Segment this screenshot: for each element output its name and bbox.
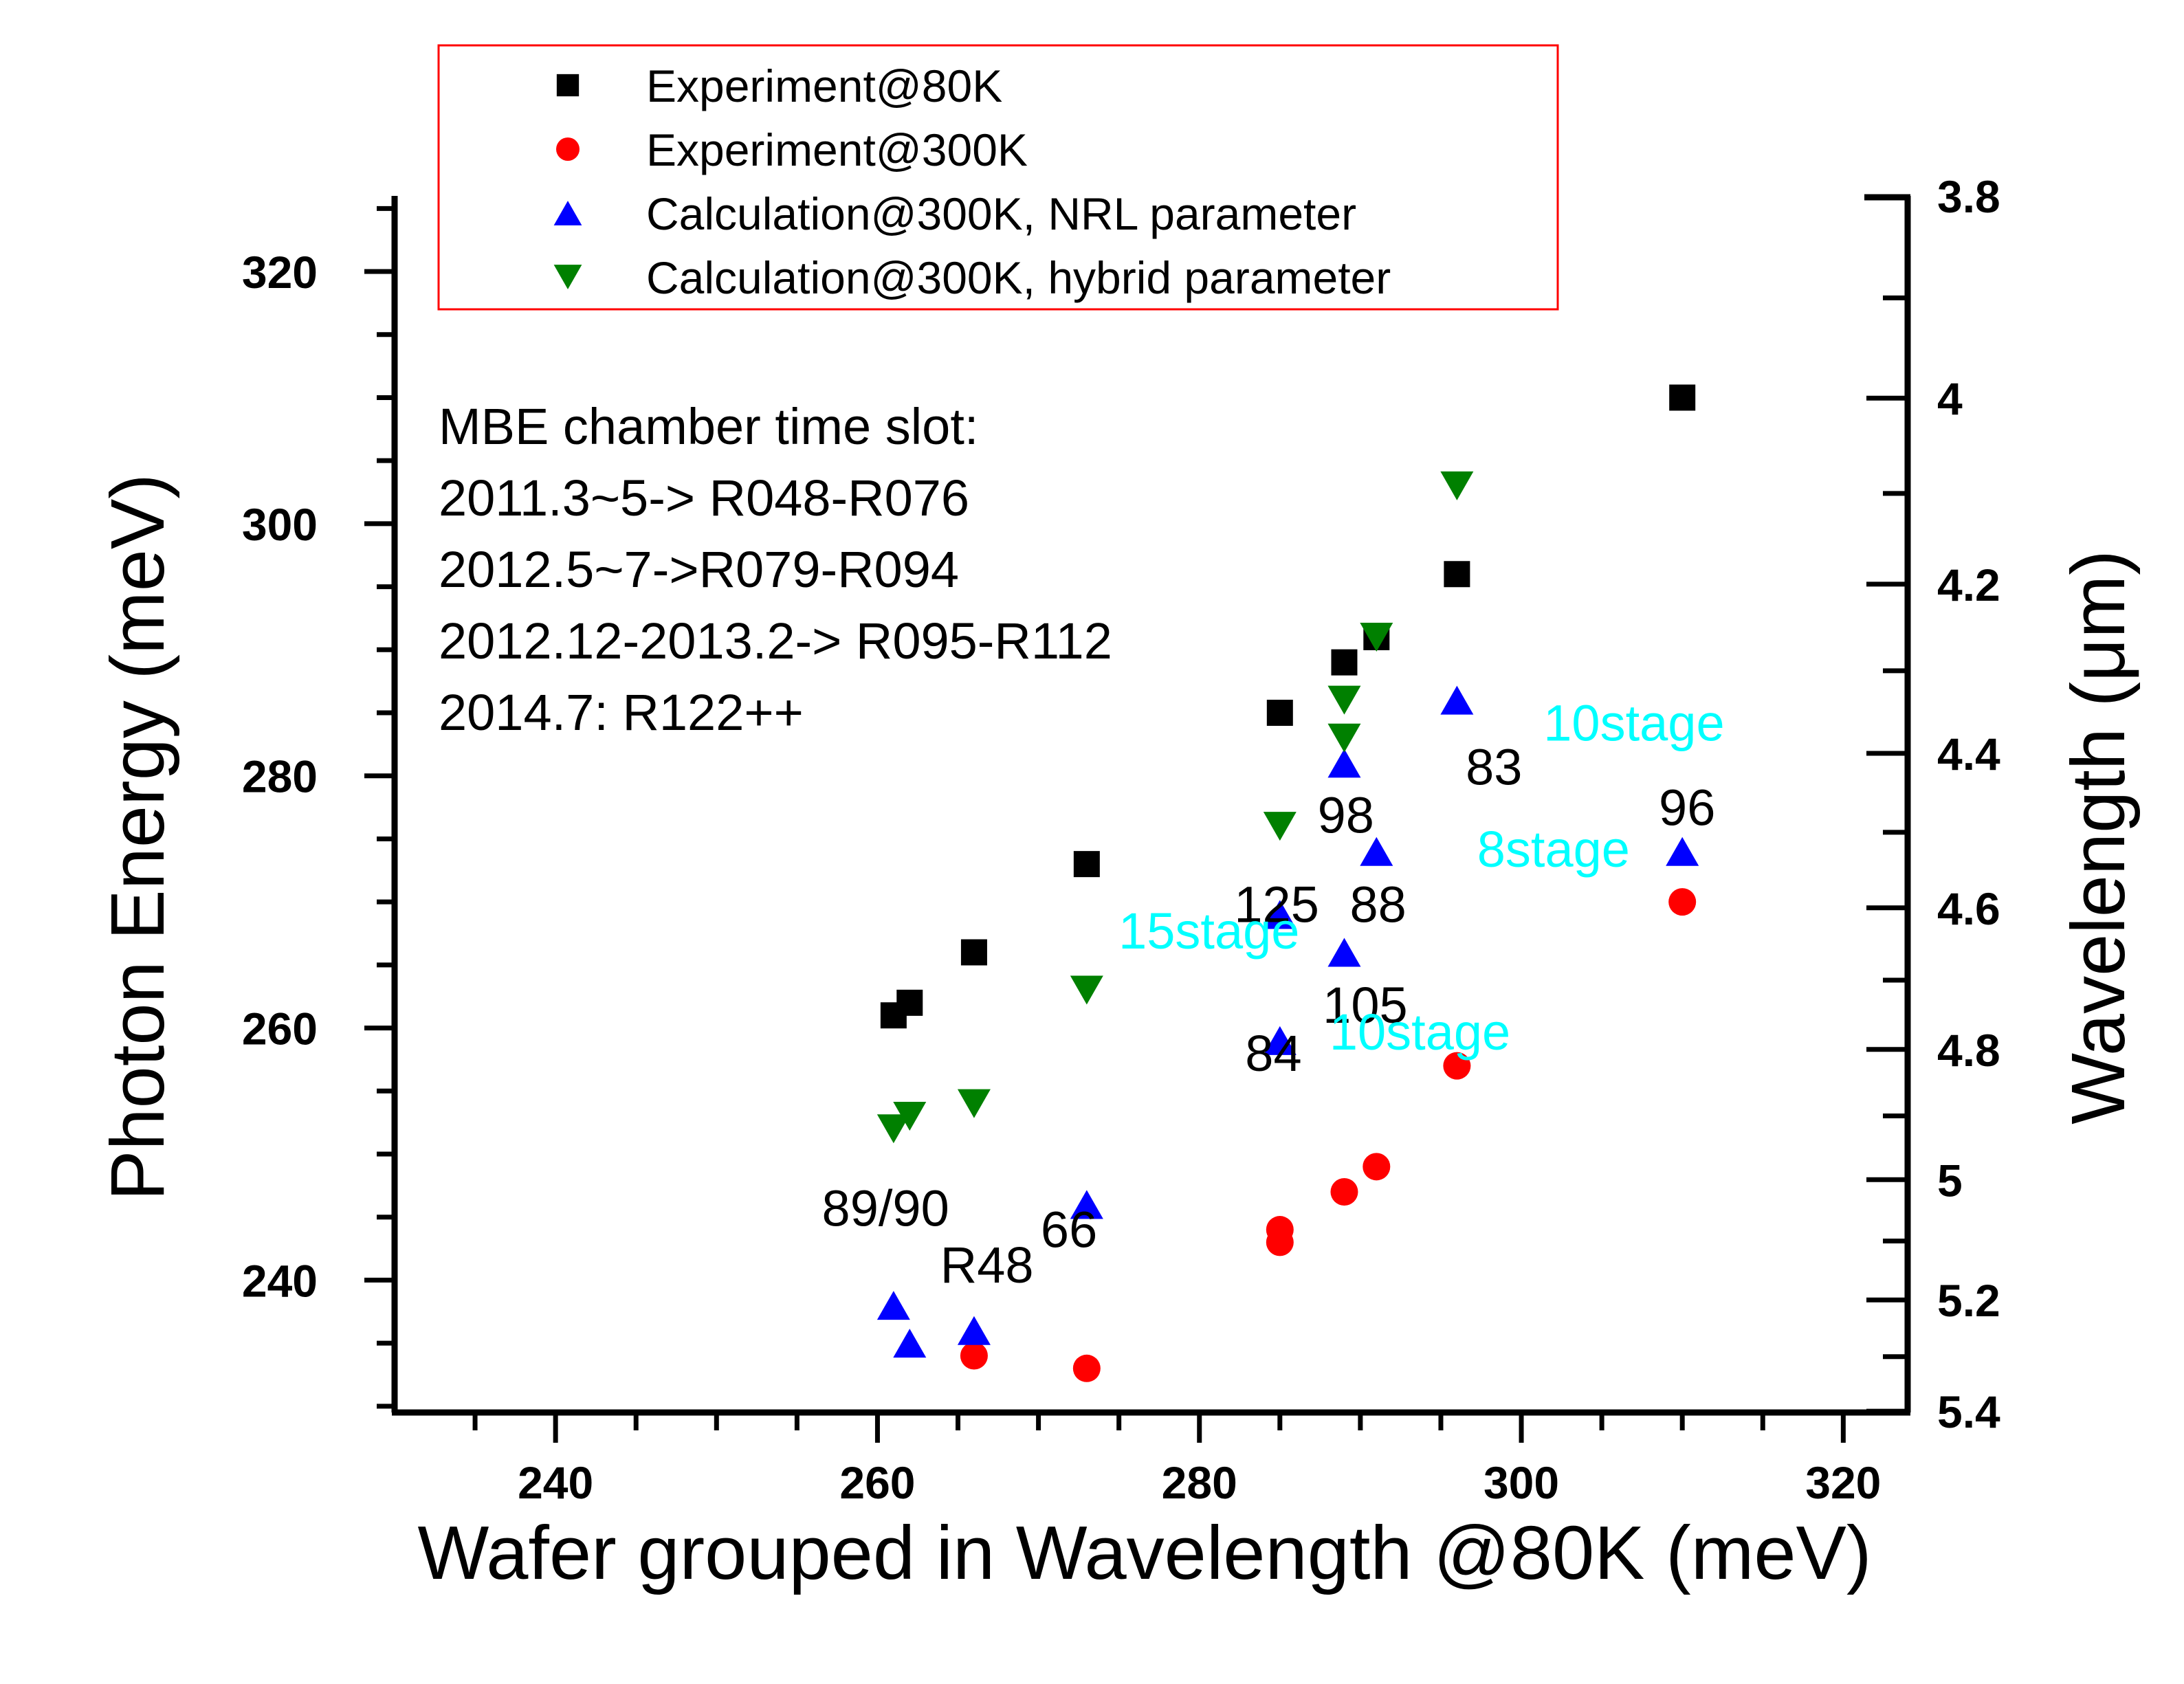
mbe-time-slot-note: MBE chamber time slot: 2011.3~5-> R048-R0…	[439, 398, 1112, 741]
point-label: 89/90	[822, 1180, 949, 1237]
data-point	[1327, 938, 1361, 967]
y2-axis-title: Wavelength (μm)	[2056, 550, 2141, 1124]
note-line: 2014.7: R122++	[439, 684, 804, 741]
y-axis-title: Photon Energy (meV)	[96, 474, 180, 1201]
y2-tick-label: 5.4	[1937, 1386, 2000, 1437]
y2-tick-label: 4.8	[1937, 1025, 2000, 1076]
y-tick-label: 300	[242, 499, 318, 550]
data-point	[1327, 723, 1361, 753]
data-point	[1331, 649, 1358, 676]
y2-tick-label: 4	[1937, 373, 1963, 424]
series-triangle-up	[876, 685, 1699, 1358]
data-point	[1443, 1052, 1471, 1080]
y-tick-label: 260	[242, 1004, 318, 1054]
data-point	[1327, 685, 1361, 715]
x-tick-label: 300	[1483, 1457, 1559, 1508]
legend-marker	[553, 265, 582, 289]
x-tick-label: 240	[518, 1457, 593, 1508]
data-point	[876, 1291, 910, 1320]
data-point	[960, 1342, 988, 1370]
data-point	[1073, 851, 1100, 878]
point-label: 84	[1245, 1025, 1301, 1082]
chart-marks	[876, 384, 1699, 1382]
data-point	[1070, 1190, 1103, 1219]
data-point	[1668, 888, 1697, 916]
data-point	[957, 1089, 991, 1118]
data-point	[1072, 1354, 1101, 1382]
x-tick-label: 320	[1805, 1457, 1881, 1508]
y2-tick-label: 5.2	[1937, 1275, 2000, 1326]
data-point	[1363, 1153, 1391, 1181]
note-line: MBE chamber time slot:	[439, 398, 978, 455]
y-tick-label: 280	[242, 751, 318, 802]
data-point	[1070, 975, 1103, 1005]
series-triangle-down	[876, 471, 1474, 1144]
data-point	[1330, 1178, 1358, 1206]
data-point	[1360, 837, 1393, 866]
point-label: 10stage	[1330, 1004, 1510, 1061]
note-line: 2012.5~7->R079-R094	[439, 541, 959, 598]
note-line: 2011.3~5-> R048-R076	[439, 469, 969, 527]
point-label: 10stage	[1543, 694, 1724, 751]
data-point	[960, 939, 987, 966]
axis-ticks	[364, 206, 1908, 1443]
point-label: 105	[1323, 977, 1407, 1034]
tick-labels: 240 260 280 300 320 240 260 280 300 320 3.8 4 4.2 4.4…	[242, 171, 2000, 1508]
data-point	[893, 1101, 927, 1131]
point-label: 98	[1318, 786, 1374, 843]
data-point	[876, 1114, 910, 1144]
data-point	[1444, 561, 1470, 588]
data-point	[1440, 685, 1474, 715]
x-tick-label: 260	[839, 1457, 915, 1508]
data-point	[957, 1316, 991, 1345]
y2-tick-label: 4.6	[1937, 883, 2000, 934]
legend-label: Experiment@300K	[646, 124, 1028, 175]
y-tick-label: 240	[242, 1255, 318, 1306]
x-axis-title: Wafer grouped in Wavelength @80K (meV)	[417, 1511, 1871, 1595]
point-label: 66	[1041, 1201, 1097, 1259]
data-point	[1266, 700, 1293, 727]
legend: Experiment@80K Experiment@300K Calculation…	[437, 44, 1559, 311]
data-point	[1666, 837, 1699, 866]
legend-marker	[556, 137, 580, 161]
y-tick-label: 320	[242, 247, 318, 298]
y2-tick-label: 4.4	[1937, 729, 2000, 779]
data-point	[1263, 1026, 1297, 1055]
y2-tick-label: 5	[1937, 1155, 1963, 1206]
y2-tick-label: 3.8	[1937, 171, 2000, 222]
data-point	[1440, 471, 1474, 500]
legend-marker	[556, 74, 580, 97]
y2-tick-label: 4.2	[1937, 560, 2000, 610]
point-label: 83	[1466, 739, 1522, 796]
data-point	[1263, 812, 1297, 841]
point-label: R48	[940, 1237, 1034, 1294]
point-label: 96	[1659, 779, 1715, 836]
point-label: 15stage	[1118, 902, 1299, 960]
legend-label: Experiment@80K	[646, 60, 1002, 111]
series-square	[880, 384, 1696, 1029]
legend-label: Calculation@300K, NRL parameter	[646, 188, 1356, 239]
note-line: 2012.12-2013.2-> R095-R112	[439, 612, 1112, 669]
data-point	[1266, 1228, 1294, 1256]
point-label: 8stage	[1477, 821, 1630, 878]
data-point	[1263, 900, 1297, 929]
data-point	[1669, 384, 1696, 411]
legend-marker	[553, 201, 582, 225]
series-circle	[960, 888, 1697, 1382]
point-label: 88	[1349, 876, 1406, 933]
data-point	[1360, 622, 1393, 652]
point-label: 125	[1234, 876, 1319, 933]
data-point	[896, 989, 923, 1016]
data-point	[893, 1329, 927, 1358]
legend-frame	[437, 44, 1559, 311]
legend-label: Calculation@300K, hybrid parameter	[646, 252, 1391, 303]
data-point	[1327, 749, 1361, 778]
x-tick-label: 280	[1162, 1457, 1237, 1508]
